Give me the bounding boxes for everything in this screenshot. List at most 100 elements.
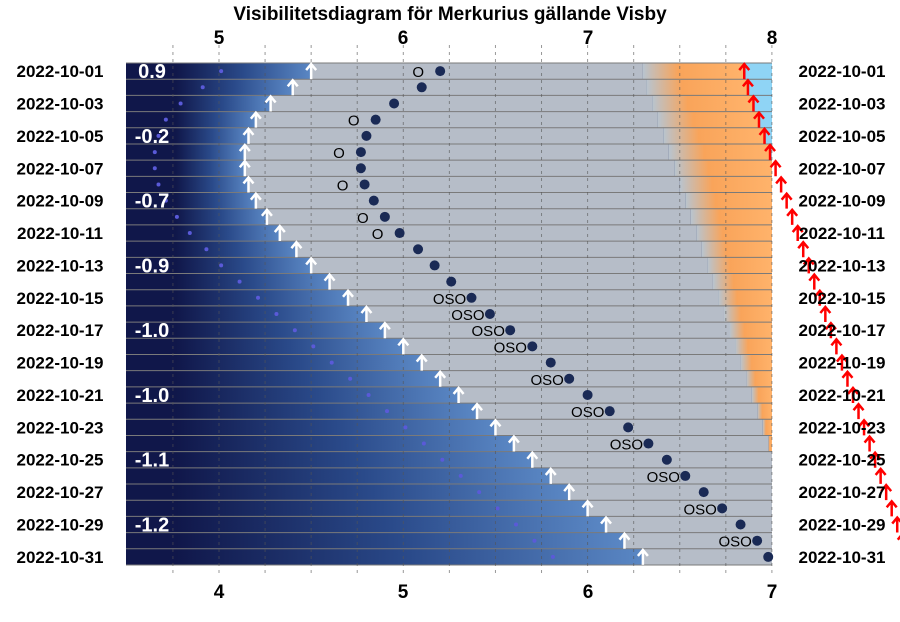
- dawn-band: [176, 370, 441, 387]
- date-label-right: 2022-10-21: [799, 386, 886, 405]
- path-dot: [440, 457, 445, 462]
- rise-arrow: [242, 175, 255, 193]
- rise-arrow: [397, 337, 410, 355]
- sunrise-arrow: [775, 175, 788, 193]
- bottom-tick-label: 7: [767, 582, 778, 603]
- sunrise-arrow: [874, 466, 887, 484]
- dawn-band: [176, 354, 422, 371]
- sunrise-arrow: [738, 62, 751, 80]
- path-dot: [329, 360, 334, 365]
- sunrise-band: [696, 224, 772, 242]
- rise-arrow: [434, 369, 447, 387]
- direction-label: OSO: [571, 404, 604, 421]
- sunrise-arrow: [835, 353, 848, 371]
- path-dot: [163, 117, 168, 122]
- path-dot: [274, 312, 279, 316]
- bottom-axis-ticks: 4 5 6 7: [214, 582, 778, 603]
- path-dot: [178, 101, 183, 106]
- sunrise-band: [712, 273, 772, 290]
- sunrise-arrow: [885, 499, 898, 517]
- date-label-right: 2022-10-29: [799, 516, 886, 535]
- planet-dot: [389, 98, 400, 109]
- planet-dot: [416, 82, 427, 93]
- rise-arrow: [242, 126, 255, 144]
- twilight-band: [296, 241, 702, 258]
- dawn-band: [176, 532, 625, 549]
- planet-dot: [355, 163, 366, 174]
- planet-dot: [763, 551, 774, 562]
- dawn-band: [176, 289, 349, 306]
- planet-dot: [735, 519, 746, 530]
- dawn-band: [176, 241, 297, 258]
- planet-dot: [717, 503, 728, 514]
- date-label-left: 2022-10-29: [17, 516, 104, 535]
- daylight-band: [753, 95, 772, 112]
- rise-arrow: [544, 466, 557, 484]
- path-dot: [152, 166, 157, 171]
- date-label-left: 2022-10-15: [17, 289, 104, 308]
- top-tick-label: 7: [583, 28, 594, 49]
- path-dot: [477, 490, 482, 495]
- dawn-band: [176, 338, 404, 355]
- date-label-left: 2022-10-23: [17, 418, 104, 437]
- path-dot: [532, 538, 537, 543]
- path-dot: [174, 214, 179, 219]
- path-dot: [385, 409, 390, 414]
- date-label-left: 2022-10-21: [17, 386, 104, 405]
- planet-dot: [545, 357, 556, 368]
- path-dot: [366, 392, 371, 397]
- date-label-right: 2022-10-01: [799, 62, 886, 81]
- dawn-band: [176, 176, 249, 193]
- rise-arrow: [249, 110, 262, 128]
- left-date-labels: 2022-10-01 2022-10-03 2022-10-05 2022-10-07…: [17, 62, 104, 567]
- dawn-band: [176, 224, 280, 242]
- date-label-right: 2022-10-13: [799, 256, 886, 275]
- sunrise-arrow: [847, 386, 859, 403]
- top-tick-label: 5: [214, 28, 225, 49]
- planet-dot: [466, 292, 477, 303]
- sunrise-arrow: [758, 126, 771, 144]
- date-label-right: 2022-10-07: [799, 159, 886, 178]
- path-dot: [403, 425, 408, 430]
- rise-arrow: [238, 159, 251, 177]
- rise-arrow: [452, 386, 465, 403]
- date-label-right: 2022-10-17: [799, 321, 886, 340]
- dawn-band: [176, 516, 607, 533]
- planet-dot: [661, 454, 672, 465]
- planet-dot: [379, 211, 390, 222]
- dawn-band: [176, 548, 643, 565]
- rise-arrow: [507, 434, 520, 452]
- twilight-band: [311, 63, 643, 80]
- rise-arrow: [526, 450, 539, 468]
- twilight-band: [532, 451, 772, 468]
- direction-label: OSO: [683, 501, 716, 518]
- planet-dot: [361, 130, 372, 141]
- twilight-band: [550, 467, 772, 485]
- planet-dot: [355, 147, 366, 158]
- sunrise-band: [679, 176, 772, 193]
- sunrise-band: [701, 241, 772, 258]
- dawn-band: [176, 500, 588, 517]
- sunrise-band: [723, 305, 772, 323]
- rise-arrow: [471, 402, 483, 420]
- twilight-band: [329, 273, 713, 290]
- path-dot: [152, 150, 157, 155]
- direction-label: OSO: [647, 469, 680, 486]
- date-label-right: 2022-10-05: [799, 127, 886, 146]
- rise-arrow: [489, 418, 502, 436]
- sunrise-band: [707, 257, 772, 274]
- planet-dot: [643, 438, 654, 449]
- path-dot: [514, 522, 519, 527]
- grid-lines: [126, 45, 773, 575]
- path-dot: [550, 554, 555, 559]
- rise-arrow: [238, 143, 251, 161]
- sunrise-band: [729, 322, 772, 339]
- sunrise-band: [757, 403, 772, 420]
- date-label-right: 2022-10-31: [799, 548, 886, 567]
- sunrise-arrow: [891, 515, 900, 533]
- twilight-band: [255, 111, 658, 128]
- dawn-band: [176, 419, 496, 436]
- planet-dot: [394, 228, 405, 239]
- planet-dot: [484, 309, 495, 319]
